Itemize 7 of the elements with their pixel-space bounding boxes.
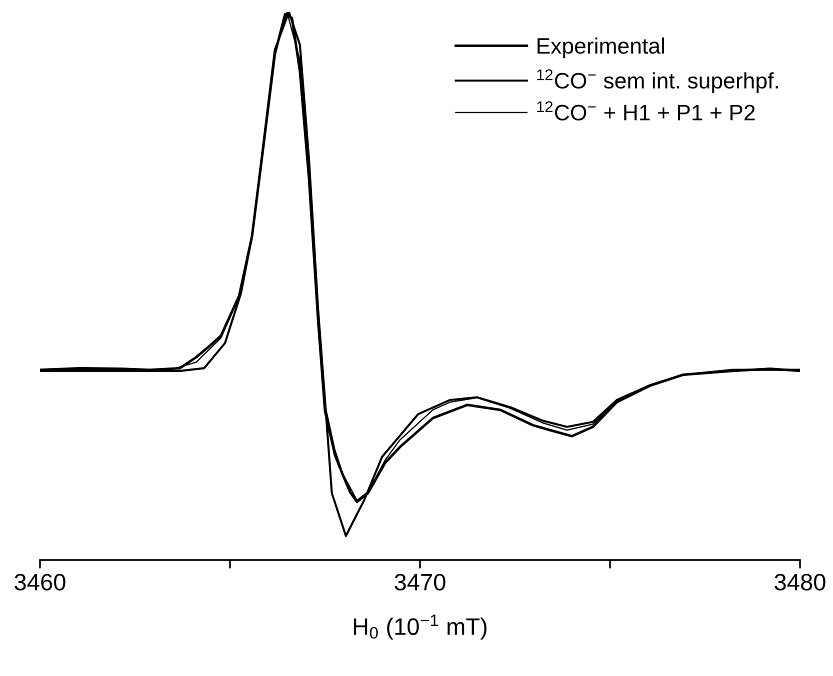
legend-label: Experimental (538, 37, 664, 58)
legend-label: $^{12}$CO$^{−}$ sem int. superhpf. (537, 69, 778, 93)
x-tick-label: 3470 (394, 574, 446, 591)
legend-label: $^{12}$CO$^{−}$ + H1 + P1 + P2 (537, 101, 755, 120)
x-tick-label: 3460 (14, 574, 66, 591)
x-tick-label: 3480 (774, 574, 826, 591)
x-axis-title: H$_{0}$ (10$^{−1}$ mT) (354, 614, 487, 640)
